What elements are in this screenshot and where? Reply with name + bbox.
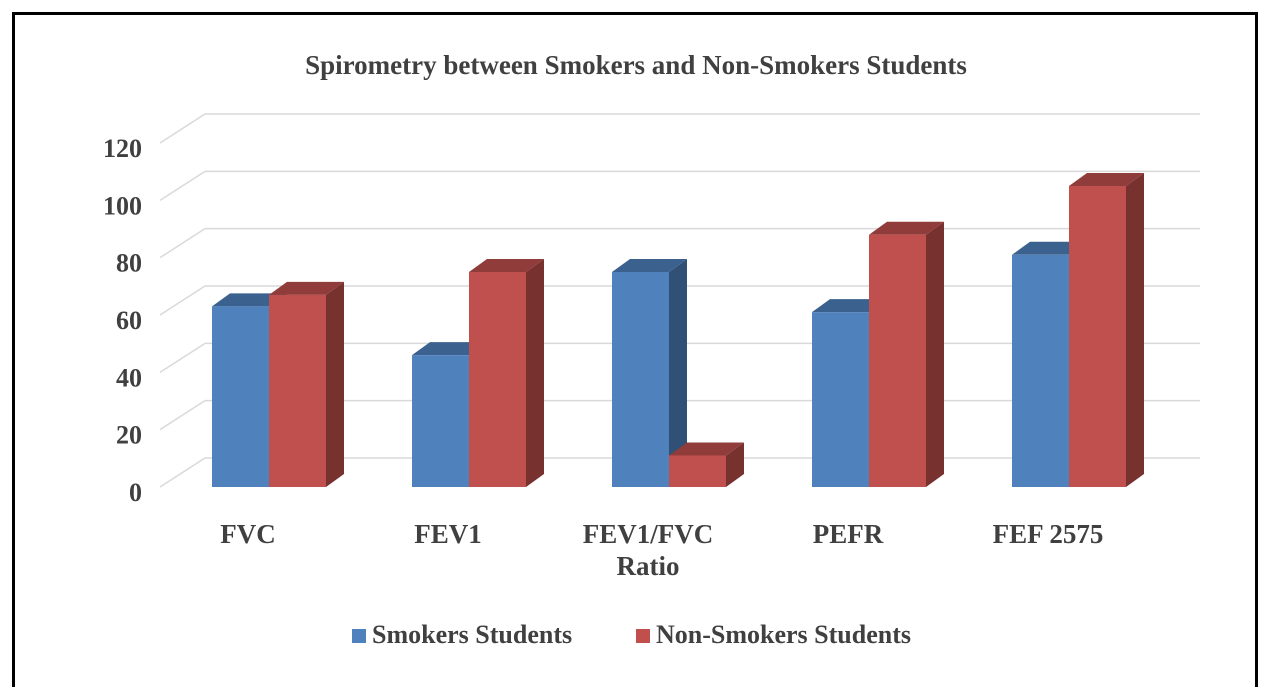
- bar-side: [726, 442, 744, 487]
- bar: [1012, 254, 1069, 487]
- y-tick-label: 0: [129, 478, 142, 507]
- bar-top: [812, 299, 887, 313]
- chart-frame: [12, 12, 1258, 687]
- x-tick-label: FEV1: [414, 519, 482, 549]
- bar-top: [1069, 173, 1144, 186]
- bar-side: [669, 259, 687, 487]
- grid-line: [159, 170, 206, 201]
- bar-side: [926, 221, 944, 487]
- bar: [469, 272, 526, 487]
- y-tick-label: 40: [116, 363, 142, 392]
- y-tick-label: 80: [116, 249, 142, 278]
- bar: [812, 312, 869, 487]
- x-tick-label: FVC: [220, 519, 276, 549]
- bar-top: [1012, 241, 1087, 255]
- bar-top: [469, 259, 544, 272]
- legend-label: Non-Smokers Students: [656, 620, 911, 649]
- grid-line: [159, 400, 206, 431]
- grid-line: [159, 342, 206, 373]
- bar: [412, 355, 469, 487]
- bar-top: [412, 342, 487, 356]
- legend-label: Smokers Students: [372, 620, 572, 649]
- y-tick-label: 60: [116, 306, 142, 335]
- bar-top: [212, 293, 287, 307]
- y-tick-label: 120: [103, 134, 142, 163]
- grid-line: [159, 457, 206, 488]
- bar: [212, 306, 269, 487]
- x-tick-label: FEV1/FVC Ratio: [582, 519, 714, 581]
- bar: [669, 455, 726, 487]
- legend-swatch: [636, 629, 650, 643]
- bar-top: [869, 221, 944, 235]
- bar-side: [1126, 173, 1144, 487]
- grid-line: [159, 113, 206, 144]
- grid-line: [159, 285, 206, 316]
- bar: [612, 272, 669, 487]
- bar-top: [669, 442, 744, 456]
- x-tick-label: PEFR: [812, 519, 884, 549]
- bar-side: [526, 259, 544, 487]
- chart-title: Spirometry between Smokers and Non-Smoke…: [305, 50, 967, 80]
- bar: [269, 294, 326, 487]
- x-tick-label: FEF 2575: [992, 519, 1104, 549]
- legend-swatch: [352, 629, 366, 643]
- y-tick-label: 20: [116, 421, 142, 450]
- grid-line: [159, 228, 206, 259]
- bar-top: [269, 281, 344, 295]
- bar-top: [612, 259, 687, 272]
- bar: [1069, 186, 1126, 487]
- bar-side: [326, 281, 344, 487]
- y-tick-label: 100: [103, 191, 142, 220]
- bar: [869, 234, 926, 487]
